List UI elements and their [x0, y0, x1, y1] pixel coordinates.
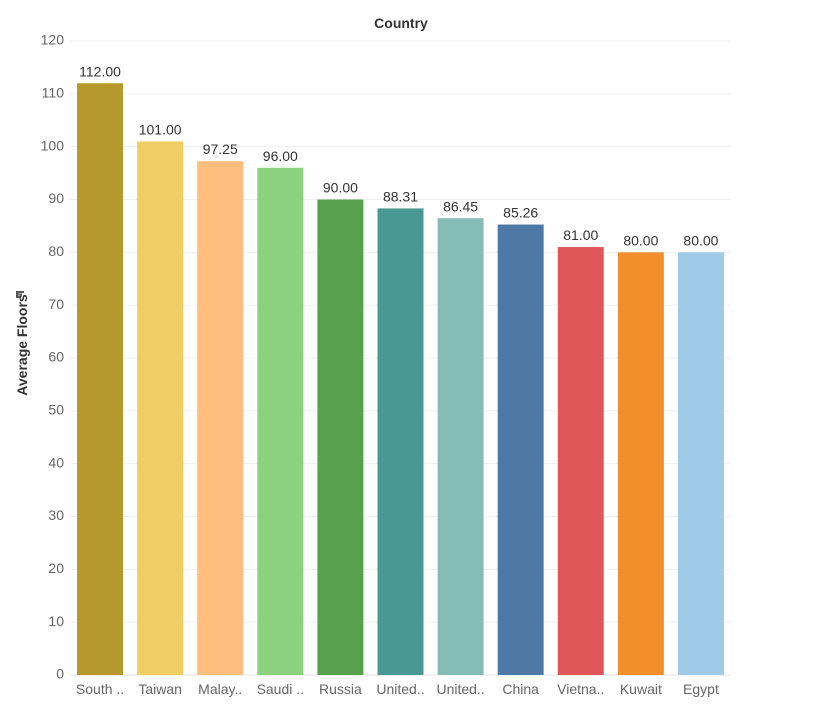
bar[interactable]	[617, 252, 664, 676]
x-tick-label[interactable]: United..	[436, 681, 484, 697]
x-tick-label[interactable]: Egypt	[683, 681, 719, 697]
data-label: 86.45	[443, 198, 478, 214]
x-tick-label[interactable]: South ..	[76, 681, 124, 697]
bar[interactable]	[497, 224, 544, 675]
bar[interactable]	[677, 252, 724, 676]
y-tick-label: 10	[48, 613, 64, 629]
x-tick-label[interactable]: Russia	[319, 681, 362, 697]
bar[interactable]	[197, 161, 244, 676]
y-tick-label: 90	[48, 190, 64, 206]
x-tick-label[interactable]: Vietna..	[557, 681, 604, 697]
bar[interactable]	[257, 167, 304, 676]
y-axis-title-text: Average Floors	[14, 294, 30, 396]
data-label: 80.00	[683, 232, 718, 248]
bar[interactable]	[377, 208, 424, 675]
x-axis: South .. Taiwan Malay.. Saudi .. Russia Unite…	[76, 681, 719, 697]
data-label: 101.00	[139, 121, 182, 137]
data-label: 112.00	[79, 63, 121, 79]
y-tick-label: 70	[48, 296, 64, 312]
data-labels: 112.00 101.00 97.25 96.00 90.00 88.31 86.45 85.…	[79, 63, 719, 248]
y-tick-label: 30	[48, 507, 64, 523]
y-tick-label: 100	[41, 137, 65, 153]
x-tick-label[interactable]: China	[502, 681, 539, 697]
x-tick-label[interactable]: United..	[376, 681, 424, 697]
data-label: 90.00	[323, 180, 358, 196]
x-tick-label[interactable]: Saudi ..	[257, 681, 304, 697]
sort-descending-icon[interactable]	[16, 291, 24, 298]
column-header-title: Country	[374, 15, 428, 31]
y-tick-label: 50	[48, 402, 64, 418]
y-tick-label: 80	[48, 243, 64, 259]
bars	[77, 83, 724, 676]
bar[interactable]	[77, 83, 124, 676]
bar[interactable]	[317, 199, 364, 676]
bar[interactable]	[137, 141, 184, 676]
bar[interactable]	[437, 218, 484, 675]
data-label: 81.00	[563, 227, 598, 243]
y-tick-label: 20	[48, 560, 64, 576]
x-tick-label[interactable]: Taiwan	[138, 681, 182, 697]
data-label: 80.00	[623, 232, 658, 248]
x-tick-label[interactable]: Kuwait	[620, 681, 662, 697]
y-tick-label: 110	[42, 85, 65, 101]
y-tick-label: 120	[41, 32, 65, 48]
data-label: 85.26	[503, 205, 538, 221]
x-tick-label[interactable]: Malay..	[198, 681, 242, 697]
y-axis-title[interactable]: Average Floors	[14, 294, 30, 396]
data-label: 97.25	[203, 141, 238, 157]
y-tick-label: 60	[48, 349, 64, 365]
bar[interactable]	[557, 247, 604, 676]
data-label: 96.00	[263, 148, 298, 164]
data-label: 88.31	[383, 188, 418, 204]
y-tick-label: 40	[48, 454, 64, 470]
y-tick-label: 0	[56, 666, 64, 682]
